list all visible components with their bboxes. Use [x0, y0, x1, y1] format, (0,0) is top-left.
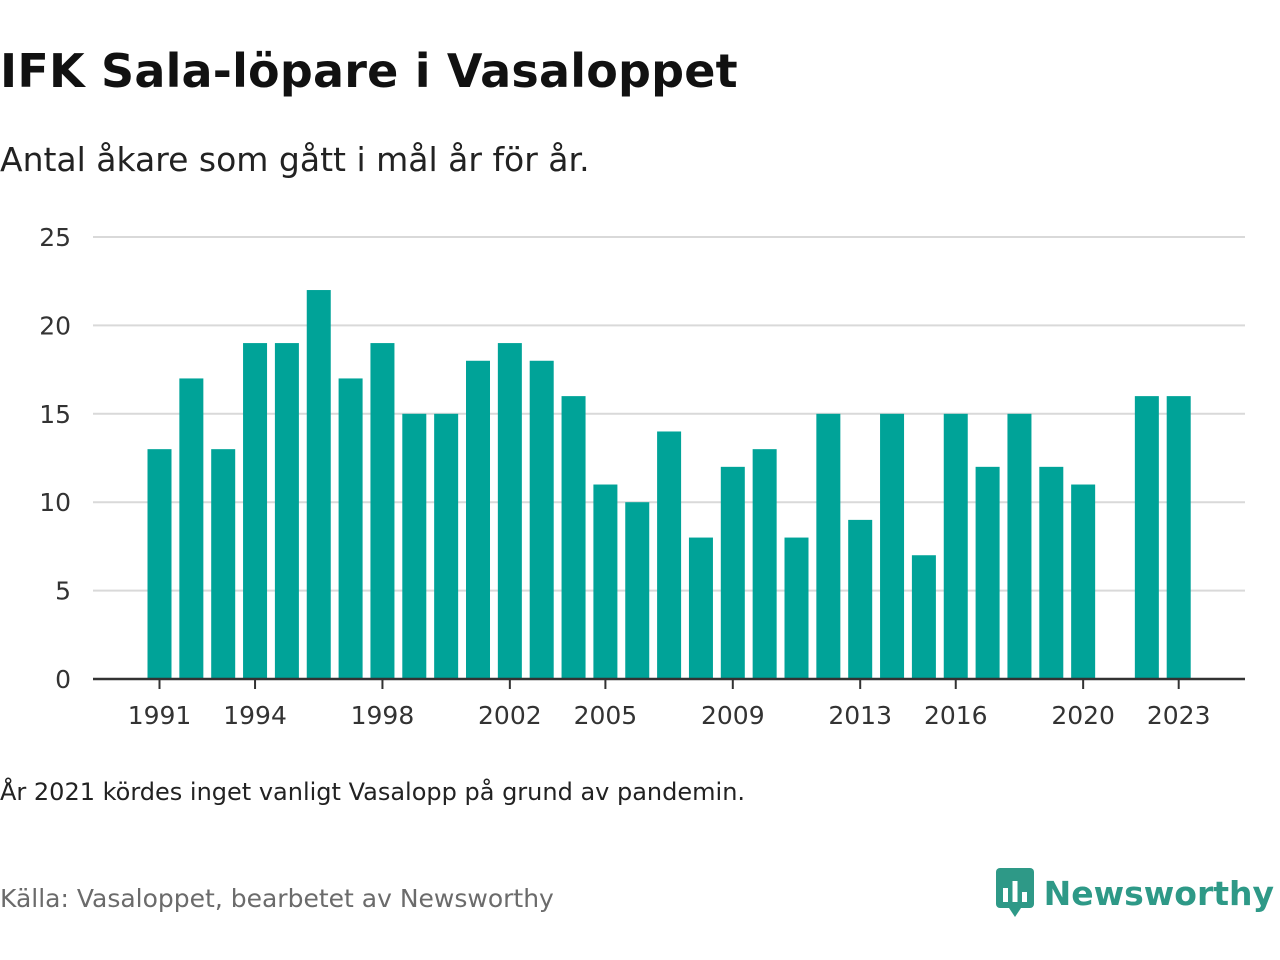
- y-tick-label: 15: [39, 400, 71, 429]
- bar-1996: [306, 290, 331, 679]
- bar-2013: [848, 519, 873, 679]
- chart-title: IFK Sala-löpare i Vasaloppet: [0, 44, 738, 98]
- x-tick-label: 1994: [223, 701, 287, 730]
- bar-1994: [243, 343, 268, 679]
- brand-logo: Newsworthy: [995, 868, 1274, 918]
- bar-2020: [1071, 484, 1096, 679]
- source-text: Källa: Vasaloppet, bearbetet av Newswort…: [0, 884, 554, 913]
- bar-2004: [561, 396, 586, 679]
- bar-2001: [466, 360, 490, 679]
- bar-1992: [179, 378, 204, 679]
- bar-2003: [529, 360, 554, 679]
- y-tick-label: 0: [55, 665, 71, 694]
- bar-2014: [880, 413, 905, 679]
- x-tick-label: 2023: [1147, 701, 1211, 730]
- y-tick-label: 25: [39, 223, 71, 252]
- y-tick-label: 5: [55, 577, 71, 606]
- bar-2010: [752, 449, 777, 679]
- bar-2000: [434, 413, 459, 679]
- y-tick-label: 20: [39, 311, 71, 340]
- bar-1995: [274, 343, 299, 679]
- x-tick-label: 1991: [128, 701, 192, 730]
- bar-2008: [688, 537, 713, 679]
- chart-subtitle: Antal åkare som gått i mål år för år.: [0, 140, 590, 179]
- bar-2017: [975, 466, 1000, 679]
- axes: 0 5 10 15 20 25 1991 1994 1998 2002 2005 2009 2013 20…: [39, 223, 1245, 730]
- bar-2002: [497, 343, 522, 679]
- bar-2012: [816, 413, 841, 679]
- bar-2015: [911, 555, 936, 679]
- bar-2005: [593, 484, 618, 679]
- bar-2023: [1166, 396, 1191, 679]
- x-tick-label: 2005: [574, 701, 638, 730]
- bar-2006: [625, 502, 650, 679]
- y-tick-label: 10: [39, 488, 71, 517]
- x-tick-label: 2002: [478, 701, 542, 730]
- brand-name: Newsworthy: [1043, 873, 1274, 913]
- bar-2019: [1039, 466, 1064, 679]
- bar-2011: [784, 537, 809, 679]
- bar-1993: [211, 449, 236, 679]
- bar-chart: 0 5 10 15 20 25 1991 1994 1998 2002 2005 2009 2013 20…: [39, 223, 1245, 730]
- bar-1999: [402, 413, 427, 679]
- bar-2007: [657, 431, 682, 679]
- bar-2018: [1007, 413, 1032, 679]
- x-tick-label: 2020: [1051, 701, 1115, 730]
- bar-2022: [1134, 396, 1159, 679]
- newsworthy-logo-icon: [995, 868, 1034, 917]
- bar-1998: [370, 343, 395, 679]
- bar-1991: [147, 449, 172, 679]
- x-tick-label: 2013: [828, 701, 892, 730]
- x-tick-label: 1998: [351, 701, 415, 730]
- bar-2016: [943, 413, 968, 679]
- bar-1997: [338, 378, 363, 679]
- x-tick-label: 2009: [701, 701, 765, 730]
- bars: [147, 290, 1191, 679]
- bar-2009: [720, 466, 745, 679]
- x-tick-label: 2016: [924, 701, 988, 730]
- footnote: År 2021 kördes inget vanligt Vasalopp på…: [0, 778, 746, 806]
